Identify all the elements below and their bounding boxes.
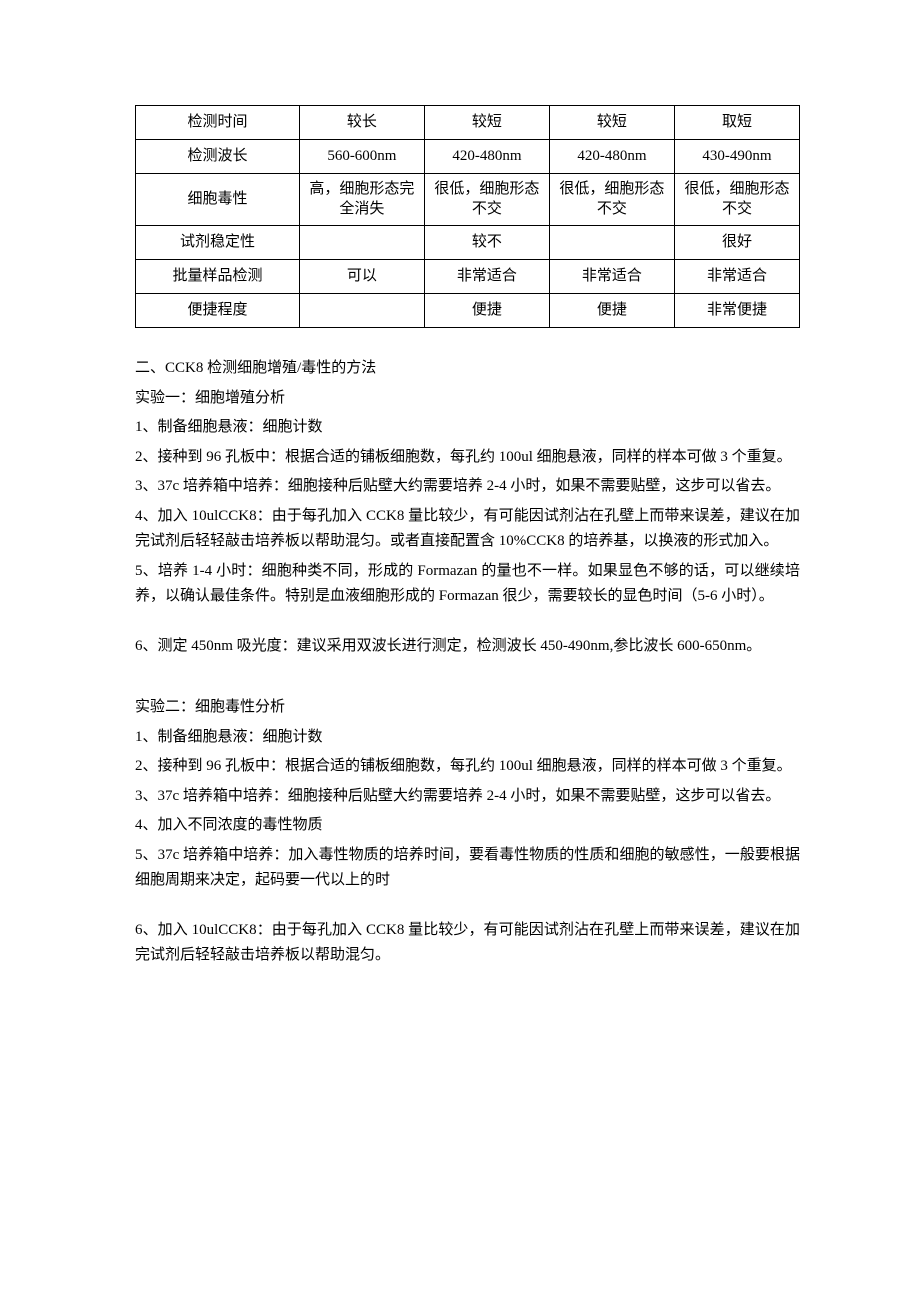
cell xyxy=(549,226,674,260)
document-page: 检测时间 较长 较短 较短 取短 检测波长 560-600nm 420-480n… xyxy=(0,0,920,1303)
table-row: 试剂稳定性 较不 很好 xyxy=(136,226,800,260)
exp1-line: 2、接种到 96 孔板中：根据合适的铺板细胞数，每孔约 100ul 细胞悬液，同… xyxy=(135,445,800,471)
cell-label: 检测时间 xyxy=(136,106,300,140)
table-row: 检测时间 较长 较短 较短 取短 xyxy=(136,106,800,140)
cell xyxy=(299,226,424,260)
exp1-line: 1、制备细胞悬液：细胞计数 xyxy=(135,415,800,441)
comparison-table: 检测时间 较长 较短 较短 取短 检测波长 560-600nm 420-480n… xyxy=(135,105,800,328)
cell: 较长 xyxy=(299,106,424,140)
cell: 非常适合 xyxy=(549,260,674,294)
cell: 较短 xyxy=(549,106,674,140)
table-row: 批量样品检测 可以 非常适合 非常适合 非常适合 xyxy=(136,260,800,294)
cell: 非常适合 xyxy=(674,260,799,294)
exp2-line: 1、制备细胞悬液：细胞计数 xyxy=(135,725,800,751)
cell: 便捷 xyxy=(424,294,549,328)
exp1-line: 3、37c 培养箱中培养：细胞接种后贴壁大约需要培养 2-4 小时，如果不需要贴… xyxy=(135,474,800,500)
cell-label: 试剂稳定性 xyxy=(136,226,300,260)
table-row: 便捷程度 便捷 便捷 非常便捷 xyxy=(136,294,800,328)
exp2-title: 实验二：细胞毒性分析 xyxy=(135,695,800,721)
cell: 可以 xyxy=(299,260,424,294)
cell-label: 细胞毒性 xyxy=(136,174,300,226)
cell xyxy=(299,294,424,328)
exp2-line: 4、加入不同浓度的毒性物质 xyxy=(135,813,800,839)
exp1-line: 4、加入 10ulCCK8：由于每孔加入 CCK8 量比较少，有可能因试剂沾在孔… xyxy=(135,504,800,555)
exp1-title: 实验一：细胞增殖分析 xyxy=(135,386,800,412)
cell: 430-490nm xyxy=(674,140,799,174)
cell: 很好 xyxy=(674,226,799,260)
cell-label: 批量样品检测 xyxy=(136,260,300,294)
cell: 非常适合 xyxy=(424,260,549,294)
table-row: 细胞毒性 高，细胞形态完全消失 很低，细胞形态不交 很低，细胞形态不交 很低，细… xyxy=(136,174,800,226)
cell: 取短 xyxy=(674,106,799,140)
cell-label: 检测波长 xyxy=(136,140,300,174)
section-title: 二、CCK8 检测细胞增殖/毒性的方法 xyxy=(135,356,800,382)
cell: 很低，细胞形态不交 xyxy=(549,174,674,226)
cell: 较短 xyxy=(424,106,549,140)
cell: 较不 xyxy=(424,226,549,260)
cell: 420-480nm xyxy=(549,140,674,174)
cell: 非常便捷 xyxy=(674,294,799,328)
cell: 很低，细胞形态不交 xyxy=(424,174,549,226)
exp2-line: 3、37c 培养箱中培养：细胞接种后贴壁大约需要培养 2-4 小时，如果不需要贴… xyxy=(135,784,800,810)
exp2-line: 6、加入 10ulCCK8：由于每孔加入 CCK8 量比较少，有可能因试剂沾在孔… xyxy=(135,918,800,969)
exp1-line: 5、培养 1-4 小时：细胞种类不同，形成的 Formazan 的量也不一样。如… xyxy=(135,559,800,610)
exp2-line: 2、接种到 96 孔板中：根据合适的铺板细胞数，每孔约 100ul 细胞悬液，同… xyxy=(135,754,800,780)
cell: 高，细胞形态完全消失 xyxy=(299,174,424,226)
cell: 便捷 xyxy=(549,294,674,328)
table-row: 检测波长 560-600nm 420-480nm 420-480nm 430-4… xyxy=(136,140,800,174)
cell-label: 便捷程度 xyxy=(136,294,300,328)
exp1-line: 6、测定 450nm 吸光度：建议采用双波长进行测定，检测波长 450-490n… xyxy=(135,634,800,660)
cell: 420-480nm xyxy=(424,140,549,174)
exp2-line: 5、37c 培养箱中培养：加入毒性物质的培养时间，要看毒性物质的性质和细胞的敏感… xyxy=(135,843,800,894)
cell: 560-600nm xyxy=(299,140,424,174)
cell: 很低，细胞形态不交 xyxy=(674,174,799,226)
